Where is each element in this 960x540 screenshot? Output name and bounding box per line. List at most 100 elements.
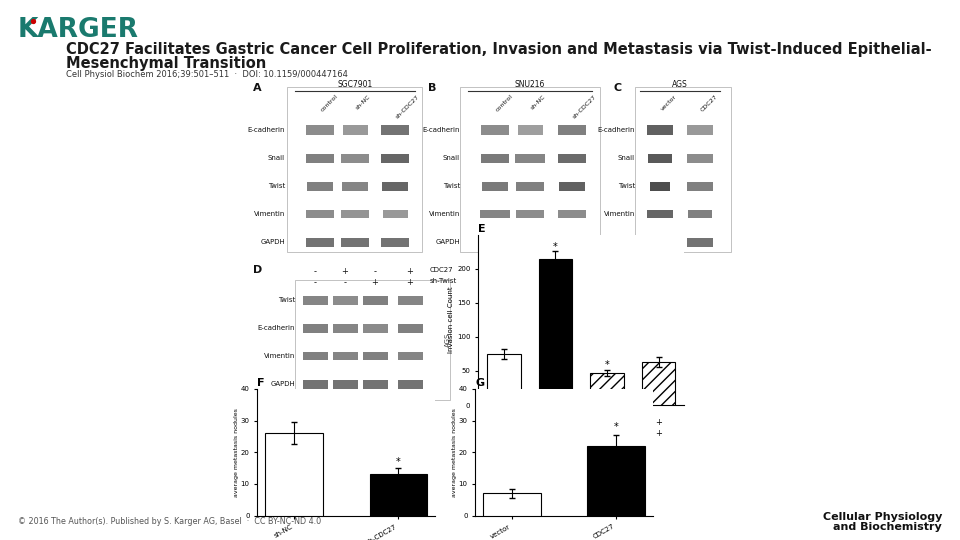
Bar [481,153,509,163]
Text: *: * [396,457,400,467]
Bar [647,238,673,246]
Bar [363,380,388,388]
Text: Mesenchymal Transition: Mesenchymal Transition [66,56,266,71]
Text: Vimentin: Vimentin [428,211,460,217]
Bar [558,238,586,246]
Text: +: + [656,429,662,438]
Bar [558,210,586,218]
Text: E-cadherin: E-cadherin [257,325,295,331]
Text: A: A [253,83,262,93]
Bar [363,323,388,333]
Text: G: G [475,378,485,388]
Text: CDC27: CDC27 [475,421,499,427]
Text: D: D [253,265,262,275]
Text: SNU216: SNU216 [515,80,545,89]
Text: sh-Twist: sh-Twist [475,431,503,437]
Bar [381,125,409,135]
Text: +: + [552,418,559,428]
Bar [588,446,645,516]
Text: sh-CDC27: sh-CDC27 [572,94,597,119]
Bar [342,181,368,191]
Text: E: E [478,224,486,234]
Bar [302,352,327,360]
Bar [343,125,368,135]
Bar [687,153,713,163]
Text: GAPDH: GAPDH [271,381,295,387]
Bar [483,494,540,516]
Text: -: - [502,418,505,428]
Bar [341,238,369,246]
Text: C: C [613,83,621,93]
Bar [341,153,369,163]
Bar [687,181,713,191]
Bar [688,210,712,218]
Bar [295,280,450,400]
Bar [687,238,713,246]
Text: Vimentin: Vimentin [264,353,295,359]
Bar [306,238,334,246]
Bar [397,352,422,360]
Text: © 2016 The Author(s). Published by S. Karger AG, Basel  ·  CC BY-NC-ND 4.0: © 2016 The Author(s). Published by S. Ka… [18,517,322,526]
Bar [487,354,520,405]
Text: Cellular Physiology: Cellular Physiology [823,512,942,522]
Text: Twist: Twist [268,183,285,189]
Bar [460,87,600,252]
Text: AGS: AGS [445,333,451,347]
Text: CDC27: CDC27 [430,267,454,273]
Bar [382,181,408,191]
Bar [642,362,676,405]
Bar [306,153,334,163]
Text: Snail: Snail [618,155,635,161]
Bar [302,380,327,388]
Bar [481,238,509,246]
Bar [363,352,388,360]
Bar [397,380,422,388]
Bar [363,295,388,305]
Bar [306,210,334,218]
Bar [332,352,357,360]
Bar [397,323,422,333]
Text: Twist: Twist [277,297,295,303]
Bar [516,181,544,191]
Bar [381,238,409,246]
Text: Vimentin: Vimentin [604,211,635,217]
Text: *: * [605,360,610,369]
Text: -: - [373,267,376,276]
Text: F: F [257,378,265,388]
Bar [382,210,407,218]
Bar [341,210,369,218]
Bar [650,181,670,191]
Bar [648,153,672,163]
Bar [635,87,731,252]
Bar [482,181,508,191]
Bar [480,210,510,218]
Text: AGS: AGS [672,80,688,89]
Text: sh-NC: sh-NC [530,94,546,111]
Text: +: + [372,278,378,287]
Bar [559,181,585,191]
Bar [397,295,422,305]
Text: -: - [554,429,557,438]
Bar [306,125,334,135]
Text: E-cadherin: E-cadherin [248,127,285,133]
Bar [287,87,422,252]
Bar [590,373,624,405]
Text: -: - [502,429,505,438]
Text: Snail: Snail [443,155,460,161]
Text: B: B [428,83,437,93]
Text: *: * [613,422,618,432]
Text: +: + [604,418,611,428]
Text: +: + [656,418,662,428]
Text: +: + [407,278,414,287]
Bar [332,323,357,333]
Bar [481,125,509,135]
Text: sh-NC: sh-NC [355,94,372,111]
Text: +: + [342,267,348,276]
Bar [647,125,673,135]
Bar [307,181,333,191]
Text: SGC7901: SGC7901 [337,80,372,89]
Bar [558,125,586,135]
Text: -: - [344,278,347,287]
Bar [516,238,544,246]
Bar [302,323,327,333]
